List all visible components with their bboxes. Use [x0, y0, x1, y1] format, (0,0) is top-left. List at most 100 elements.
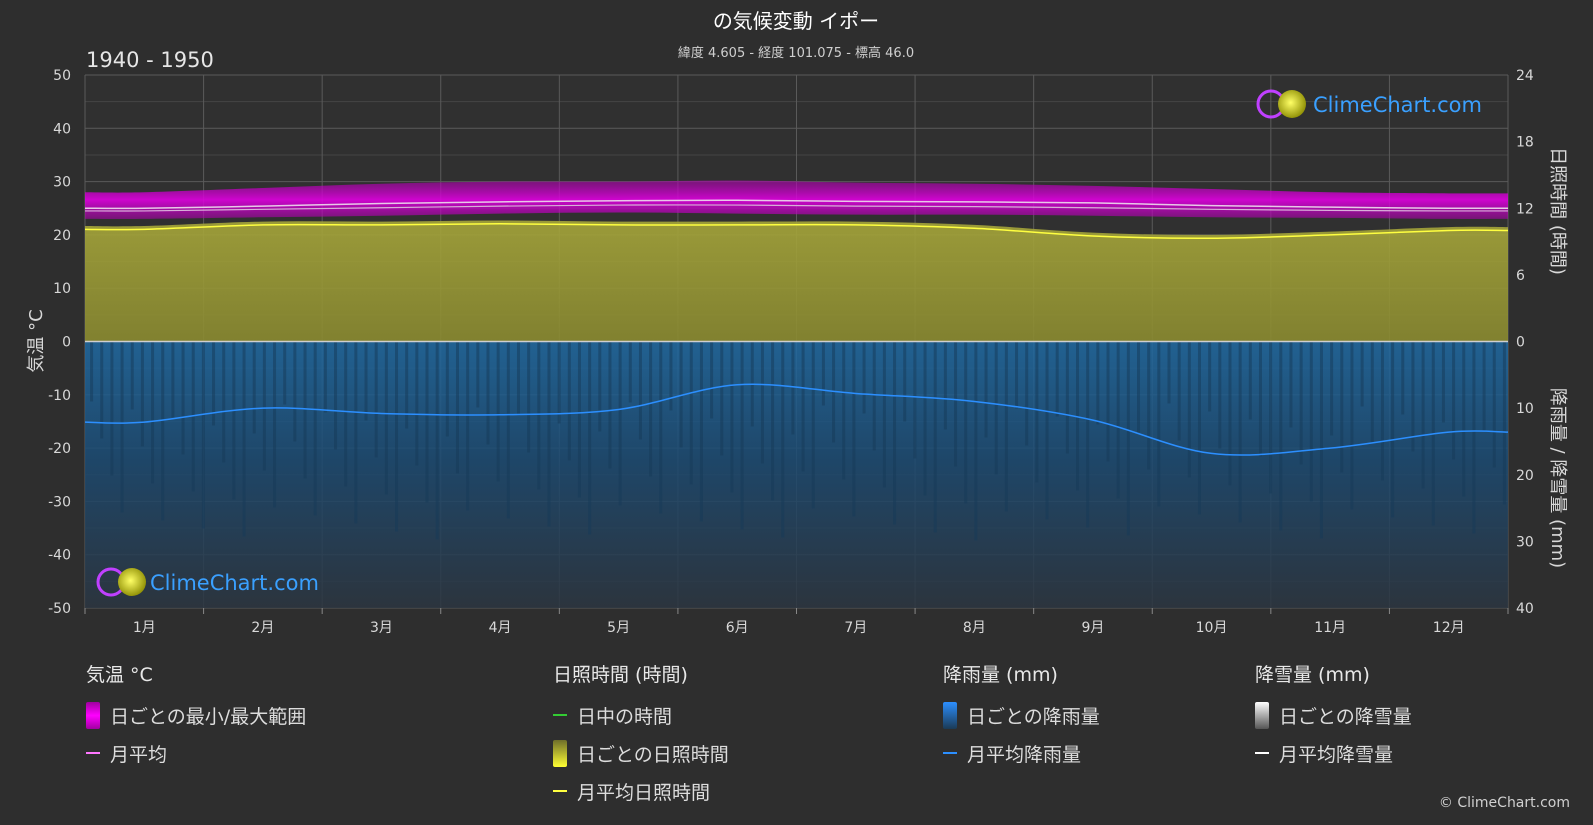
rain-daily-bar — [252, 341, 256, 434]
rain-daily-bar — [496, 341, 500, 482]
legend-item: 日ごとの降雪量 — [1255, 701, 1412, 729]
rain-daily-bar — [537, 341, 541, 490]
rain-daily-bar — [1238, 341, 1242, 523]
rain-daily-bar — [1370, 341, 1374, 444]
rain-daily-bar — [1269, 341, 1273, 494]
rain-mean-line — [943, 752, 957, 754]
legend-snow: 降雪量 (mm) 日ごとの降雪量 月平均降雪量 — [1255, 660, 1412, 779]
rain-daily-bar — [364, 341, 368, 421]
rain-daily-bar — [567, 341, 571, 461]
legend-title: 降雪量 (mm) — [1255, 664, 1370, 686]
month-label: 3月 — [370, 620, 393, 636]
left-tick-label: 40 — [53, 121, 71, 137]
legend-rain: 降雨量 (mm) 日ごとの降雨量 月平均降雨量 — [943, 660, 1100, 779]
rain-daily-bar — [90, 341, 94, 402]
right-bottom-tick-label: 20 — [1516, 468, 1534, 484]
month-label: 6月 — [726, 620, 749, 636]
rain-daily-bar — [181, 341, 185, 455]
rain-daily-bar — [740, 341, 744, 530]
rain-daily-bar — [1502, 341, 1506, 505]
rain-daily-bar — [1340, 341, 1344, 473]
rain-daily-bar — [852, 341, 856, 517]
rain-daily-bar — [842, 341, 846, 480]
left-tick-label: -30 — [48, 494, 71, 510]
rain-daily-bar — [893, 341, 897, 525]
legend-title: 降雨量 (mm) — [943, 664, 1058, 686]
rain-daily-bar — [1045, 341, 1049, 520]
legend-item: 日中の時間 — [553, 703, 729, 728]
data-lines — [84, 199, 1509, 456]
legend-label: 月平均降雪量 — [1279, 743, 1394, 766]
legend-label: 日ごとの降雪量 — [1279, 705, 1412, 728]
rain-daily-bar — [1208, 341, 1212, 412]
legend-item: 日ごとの降雨量 — [943, 701, 1100, 729]
period-label: 1940 - 1950 — [86, 48, 214, 72]
rain-daily-bar — [547, 341, 551, 527]
rain-daily-bar — [943, 341, 947, 430]
legend-label: 日中の時間 — [577, 705, 673, 728]
rain-daily-bar — [1350, 341, 1354, 510]
rain-daily-bar — [821, 341, 825, 406]
rain-daily-bar — [984, 341, 988, 438]
logo-text-bottom: ClimeChart.com — [150, 571, 319, 595]
rain-daily-bar — [1218, 341, 1222, 449]
rain-daily-bar — [344, 341, 348, 487]
sunshine-swatch — [553, 739, 567, 767]
month-label: 5月 — [607, 620, 630, 636]
rain-daily-bar — [964, 341, 968, 504]
rain-daily-bar — [313, 341, 317, 516]
rain-daily-bar — [557, 341, 561, 424]
rain-daily-bar — [1482, 341, 1486, 431]
rain-daily-bar — [791, 341, 795, 435]
rain-daily-bar — [395, 341, 399, 532]
rain-daily-bar — [354, 341, 358, 524]
rain-daily-bar — [527, 341, 531, 453]
rain-daily-bar — [303, 341, 307, 479]
left-tick-label: 20 — [53, 228, 71, 244]
copyright: © ClimeChart.com — [1438, 795, 1570, 811]
rain-daily-bar — [273, 341, 277, 508]
rain-daily-bar — [1258, 341, 1262, 457]
rain-daily-bar — [435, 341, 439, 540]
rain-daily-bar — [1360, 341, 1364, 407]
legend-title: 日照時間 (時間) — [553, 664, 688, 686]
rain-daily-bar — [455, 341, 459, 474]
rain-daily-bar — [232, 341, 236, 500]
rain-daily-bar — [415, 341, 419, 466]
daylight-line — [553, 714, 567, 716]
legend-label: 月平均降雨量 — [967, 743, 1082, 766]
left-tick-label: 10 — [53, 281, 71, 297]
rain-daily-bar — [1421, 341, 1425, 489]
rain-daily-bar — [130, 341, 134, 410]
month-label: 11月 — [1314, 620, 1346, 636]
rain-daily-bar — [1289, 341, 1293, 428]
right-top-axis-label: 日照時間 (時間) — [1547, 147, 1568, 275]
rain-daily-bar — [1380, 341, 1384, 481]
rain-daily-bar — [1086, 341, 1090, 528]
rain-daily-bar — [445, 341, 449, 437]
snow-swatch — [1255, 701, 1269, 729]
right-top-tick-label: 0 — [1516, 335, 1525, 351]
rain-daily-bar — [476, 341, 480, 408]
rain-daily-bar — [1319, 341, 1323, 539]
logo-sun-icon — [118, 568, 146, 596]
rain-daily-bar — [1187, 341, 1191, 478]
rain-daily-bar — [994, 341, 998, 475]
legend-item: 月平均日照時間 — [553, 779, 729, 804]
left-tick-label: 50 — [53, 68, 71, 84]
rain-daily-bar — [1025, 341, 1029, 446]
rain-daily-bar — [1441, 341, 1445, 423]
rain-daily-bar — [1055, 341, 1059, 417]
rain-daily-bar — [384, 341, 388, 495]
rain-daily-bar — [638, 341, 642, 440]
rain-daily-bar — [466, 341, 470, 511]
rain-daily-bar — [1096, 341, 1100, 425]
logo-text-top: ClimeChart.com — [1313, 93, 1482, 117]
rain-daily-bar — [161, 341, 165, 521]
rain-mean-line — [84, 383, 1509, 456]
rain-daily-bar — [1248, 341, 1252, 420]
rain-daily-bar — [862, 341, 866, 414]
left-tick-label: 30 — [53, 175, 71, 191]
rain-daily-bar — [283, 341, 287, 405]
month-label: 7月 — [844, 620, 867, 636]
